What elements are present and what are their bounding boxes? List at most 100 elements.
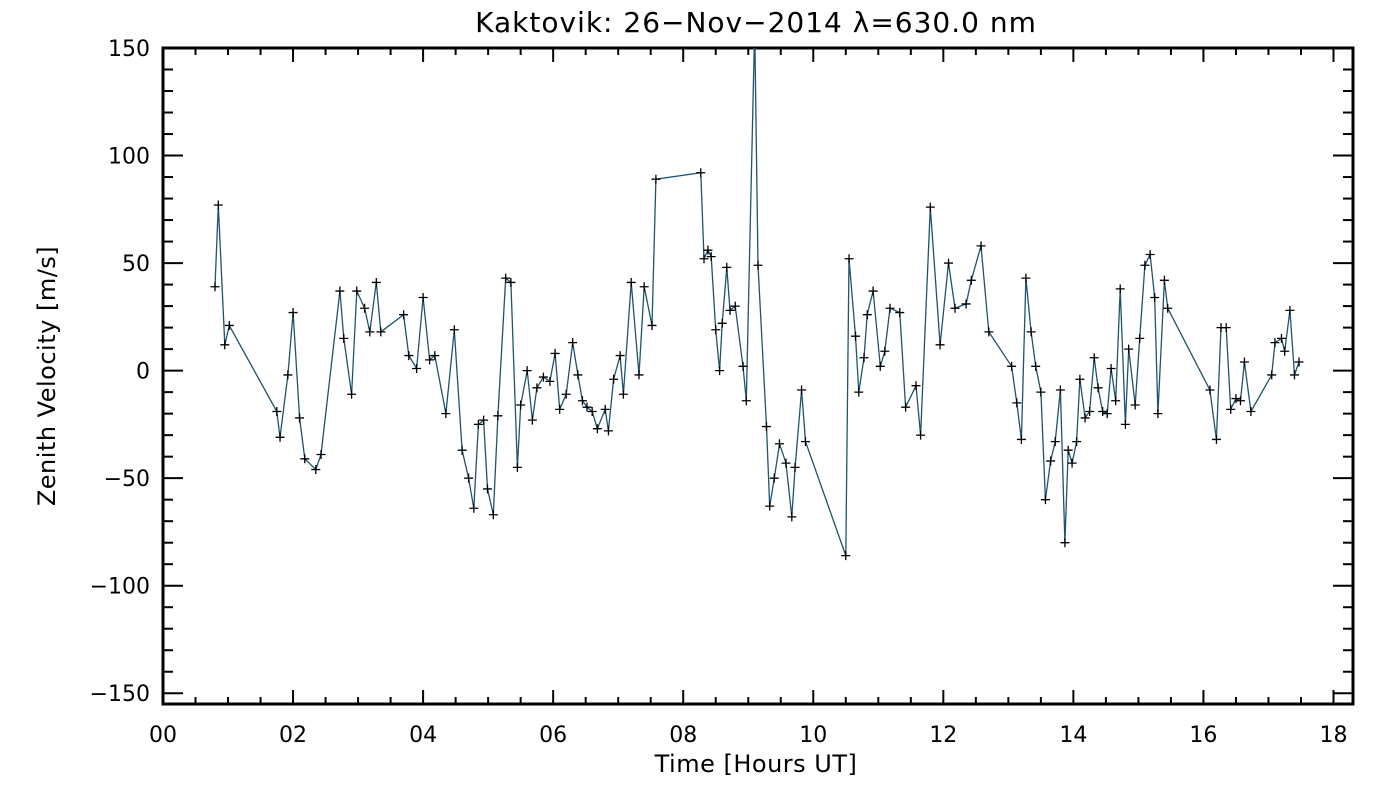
data-point-marker (841, 551, 851, 561)
data-point-marker (404, 351, 414, 361)
data-point-marker (966, 275, 976, 285)
data-point-marker (901, 402, 911, 412)
plot-frame (161, 46, 1355, 706)
data-point-marker (561, 389, 571, 399)
data-point-marker (316, 450, 326, 460)
data-point-marker (647, 320, 657, 330)
data-point-marker (1124, 344, 1134, 354)
data-point-marker (935, 340, 945, 350)
data-point-marker (1231, 394, 1241, 404)
data-point-marker (800, 437, 810, 447)
data-point-marker (412, 363, 422, 373)
data-point-marker (1280, 346, 1290, 356)
data-point-marker (1145, 249, 1155, 259)
data-point-marker (545, 376, 555, 386)
data-point-marker (868, 286, 878, 296)
data-point-marker (862, 310, 872, 320)
data-point-marker (765, 501, 775, 511)
data-point-marker (725, 305, 735, 315)
data-point-marker (430, 351, 440, 361)
x-tick-label: 12 (929, 723, 957, 748)
x-tick-label: 08 (669, 723, 697, 748)
series-line (214, 48, 1300, 556)
data-point-marker (1285, 305, 1295, 315)
y-tick-label: −100 (90, 575, 150, 600)
data-point-marker (1163, 303, 1173, 313)
data-point-marker (488, 510, 498, 520)
data-point-marker (1060, 538, 1070, 548)
data-point-marker (741, 396, 751, 406)
y-axis: −150 −100 −50 0 50 100 150 (90, 37, 1353, 707)
data-point-marker (1106, 363, 1116, 373)
data-point-marker (1089, 353, 1099, 363)
data-point-marker (1226, 404, 1236, 414)
data-point-marker (706, 252, 716, 262)
y-tick-label: 0 (136, 360, 150, 385)
data-point-marker (976, 241, 986, 251)
data-point-marker (418, 292, 428, 302)
data-point-marker (1239, 357, 1249, 367)
data-point-marker (1040, 495, 1050, 505)
data-point-marker (911, 381, 921, 391)
x-tick-label: 18 (1319, 723, 1347, 748)
data-point-marker (441, 409, 451, 419)
data-point-marker (761, 422, 771, 432)
data-point-marker (473, 419, 483, 429)
data-point-marker (1246, 406, 1256, 416)
data-point-marker (464, 473, 474, 483)
data-point-marker (538, 372, 548, 382)
data-point-marker (925, 202, 935, 212)
data-point-marker (895, 308, 905, 318)
data-point-marker (738, 361, 748, 371)
chart-title: Kaktovik: 26−Nov−2014 λ=630.0 nm (475, 6, 1037, 39)
data-point-marker (984, 327, 994, 337)
data-point-marker (399, 310, 409, 320)
data-point-marker (516, 400, 526, 410)
data-point-marker (1205, 385, 1215, 395)
y-tick-label: 150 (108, 37, 150, 62)
data-point-marker (1055, 385, 1065, 395)
data-point-marker (582, 402, 592, 412)
data-point-marker (703, 245, 713, 255)
x-tick-label: 06 (539, 723, 567, 748)
data-point-marker (1063, 445, 1073, 455)
data-point-marker (651, 174, 661, 184)
data-point-marker (573, 370, 583, 380)
data-point-marker (339, 333, 349, 343)
data-point-marker (753, 260, 763, 270)
data-point-marker (950, 303, 960, 313)
data-point-marker (347, 389, 357, 399)
data-point-marker (220, 340, 230, 350)
data-point-marker (469, 503, 479, 513)
data-point-marker (851, 331, 861, 341)
data-point-marker (774, 439, 784, 449)
data-point-marker (1075, 374, 1085, 384)
data-point-marker (1102, 409, 1112, 419)
data-point-marker (854, 387, 864, 397)
data-point-marker (880, 346, 890, 356)
data-point-marker (1159, 275, 1169, 285)
y-tick-label: −50 (104, 467, 150, 492)
data-point-marker (493, 411, 503, 421)
series-zenith-velocity (210, 48, 1304, 561)
data-point-marker (603, 426, 613, 436)
data-point-marker (592, 424, 602, 434)
data-point-marker (587, 406, 597, 416)
data-point-marker (717, 318, 727, 328)
data-point-marker (365, 327, 375, 337)
data-point-marker (961, 299, 971, 309)
data-point-marker (696, 168, 706, 178)
data-point-marker (1289, 370, 1299, 380)
data-point-marker (527, 415, 537, 425)
data-point-marker (335, 286, 345, 296)
data-point-marker (790, 462, 800, 472)
data-point-marker (944, 258, 954, 268)
data-point-marker (859, 353, 869, 363)
data-point-marker (568, 338, 578, 348)
y-axis-label: Zenith Velocity [m/s] (33, 246, 61, 506)
data-point-marker (844, 254, 854, 264)
data-point-marker (376, 327, 386, 337)
data-point-marker (555, 404, 565, 414)
data-point-marker (916, 430, 926, 440)
data-point-marker (699, 254, 709, 264)
